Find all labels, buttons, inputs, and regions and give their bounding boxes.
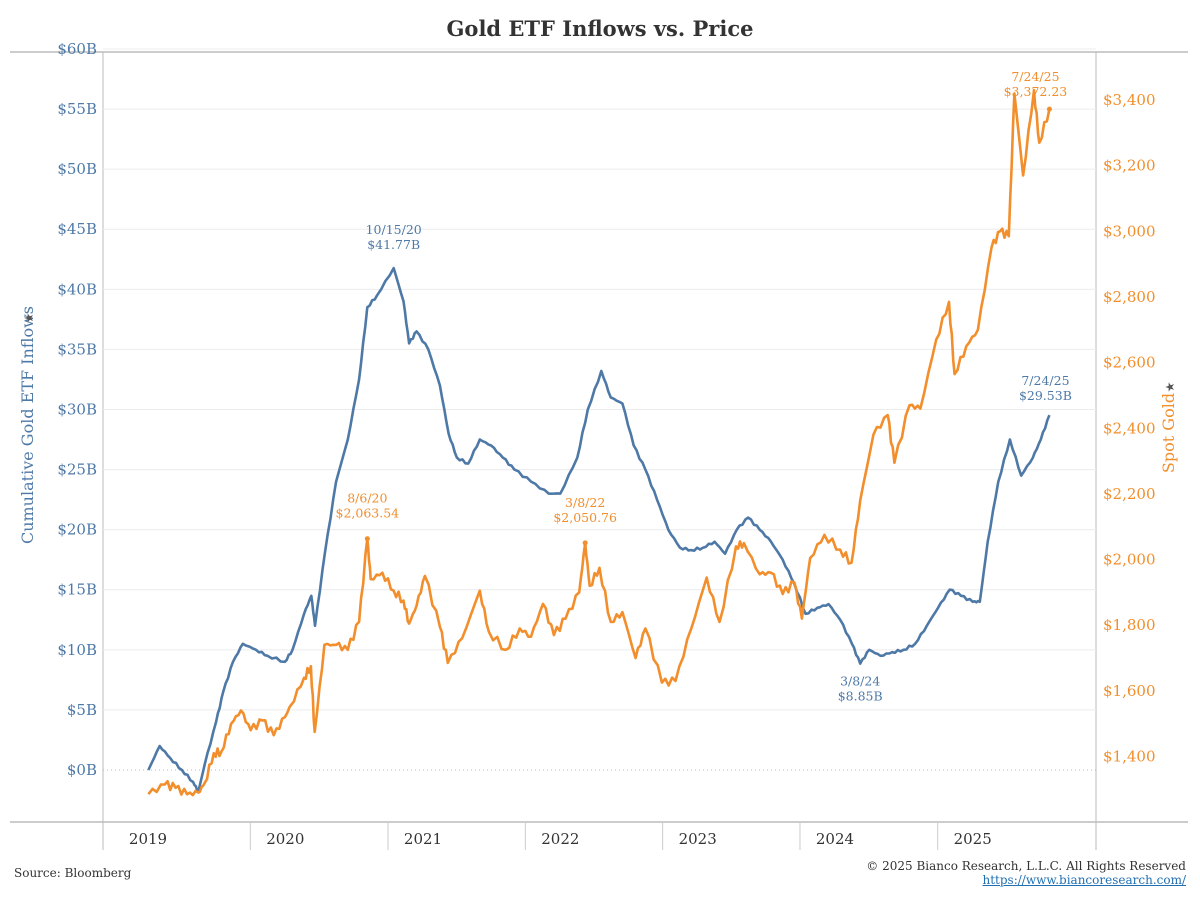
annotation-marker	[364, 536, 370, 542]
y-left-tick-label: $50B	[57, 160, 97, 178]
y-left-tick-label: $5B	[67, 701, 97, 719]
y-left-tick-label: $20B	[57, 521, 97, 539]
y-left-tick-label: $55B	[57, 100, 97, 118]
etf-inflows-line	[147, 266, 1051, 793]
source-note: Source: Bloomberg	[14, 866, 132, 880]
x-tick-label: 2019	[129, 830, 167, 848]
annotation-value: $29.53B	[1019, 388, 1072, 403]
y-right-tick-label: $2,000	[1103, 551, 1156, 569]
y-left-axis-title: Cumulative Gold ETF Inflows	[18, 306, 37, 544]
y-right-tick-label: $2,800	[1103, 288, 1156, 306]
annotation-date: 7/24/25	[1021, 373, 1069, 388]
y-right-tick-label: $2,200	[1103, 485, 1156, 503]
annotation-value: $8.85B	[838, 689, 883, 704]
annotation-value: $3,372.23	[1004, 84, 1068, 99]
y-right-tick-label: $1,600	[1103, 682, 1156, 700]
y-left-tick-label: $10B	[57, 641, 97, 659]
copyright-text: © 2025 Bianco Research, L.L.C. All Right…	[866, 859, 1186, 873]
annotation-date: 7/24/25	[1011, 69, 1059, 84]
pin-icon: ★	[1163, 382, 1177, 393]
website-link[interactable]: https://www.biancoresearch.com/	[982, 873, 1186, 887]
x-tick-label: 2024	[816, 830, 854, 848]
y-right-axis-title: Spot Gold	[1159, 393, 1178, 473]
annotation-date: 3/8/22	[565, 495, 605, 510]
y-left-tick-label: $35B	[57, 340, 97, 358]
chart-title: Gold ETF Inflows vs. Price	[446, 16, 754, 41]
y-right-tick-label: $2,400	[1103, 419, 1156, 437]
y-left-tick-label: $25B	[57, 461, 97, 479]
y-right-tick-label: $1,400	[1103, 748, 1156, 766]
y-left-tick-label: $40B	[57, 280, 97, 298]
x-tick-label: 2021	[404, 830, 442, 848]
y-right-tick-label: $3,000	[1103, 222, 1156, 240]
y-left-tick-label: $30B	[57, 400, 97, 418]
x-tick-label: 2025	[954, 830, 992, 848]
spot-gold-line	[147, 88, 1051, 797]
y-left-tick-label: $15B	[57, 581, 97, 599]
y-right-tick-label: $1,800	[1103, 616, 1156, 634]
y-right-tick-label: $3,200	[1103, 157, 1156, 175]
y-right-tick-label: $2,600	[1103, 354, 1156, 372]
y-left-tick-label: $45B	[57, 220, 97, 238]
pin-icon: ★	[22, 313, 36, 324]
annotation-marker	[582, 540, 588, 546]
annotation-date: 10/15/20	[366, 222, 422, 237]
x-tick-label: 2020	[266, 830, 304, 848]
copyright-block: © 2025 Bianco Research, L.L.C. All Right…	[866, 859, 1186, 887]
y-right-tick-label: $3,400	[1103, 91, 1156, 109]
y-left-tick-label: $60B	[57, 40, 97, 58]
annotation-value: $2,063.54	[336, 506, 400, 521]
annotation-date: 8/6/20	[347, 491, 387, 506]
y-left-tick-label: $0B	[67, 761, 97, 779]
annotation-value: $2,050.76	[553, 510, 617, 525]
annotation-value: $41.77B	[367, 237, 420, 252]
annotation-date: 3/8/24	[840, 674, 880, 689]
x-tick-label: 2023	[679, 830, 717, 848]
x-tick-label: 2022	[541, 830, 579, 848]
annotation-marker	[1046, 106, 1052, 112]
